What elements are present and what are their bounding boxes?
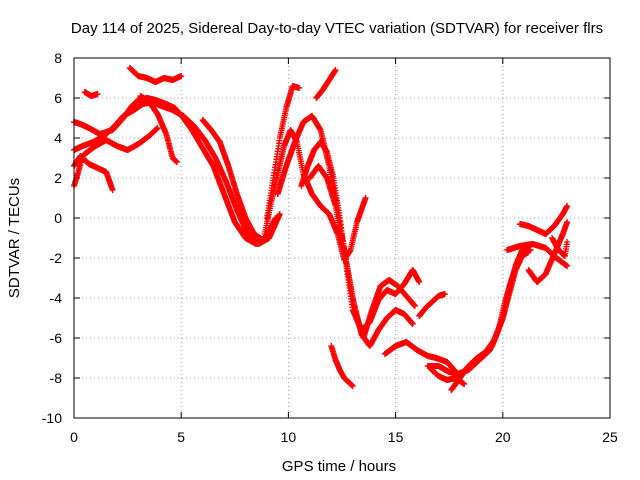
data-point (349, 383, 356, 389)
data-series (71, 65, 571, 393)
data-point (154, 125, 161, 131)
y-tick-label: -2 (50, 250, 63, 266)
series-track-18 (416, 291, 448, 319)
data-point (409, 321, 416, 327)
series-track-16 (328, 343, 356, 389)
y-tick-label: -6 (50, 330, 63, 346)
data-point (527, 247, 534, 253)
plot-frame (73, 57, 611, 419)
data-point (173, 159, 180, 165)
x-tick-label: 0 (70, 429, 78, 445)
data-point (109, 187, 116, 193)
y-tick-label: -8 (50, 370, 63, 386)
y-tick-label: -4 (50, 290, 63, 306)
data-point (411, 303, 418, 309)
data-point (178, 73, 185, 79)
x-tick-label: 25 (602, 429, 618, 445)
data-point (441, 291, 448, 297)
series-track-9 (199, 117, 275, 243)
series-track-23 (516, 203, 571, 237)
data-point (564, 203, 571, 209)
series-track-24 (504, 241, 571, 269)
data-point (276, 211, 283, 217)
data-point (564, 219, 571, 225)
series-track-12 (274, 113, 418, 341)
series-track-6 (81, 89, 101, 99)
x-tick-label: 5 (177, 429, 185, 445)
data-point (564, 239, 571, 245)
chart-title: Day 114 of 2025, Sidereal Day-to-day VTE… (71, 20, 603, 37)
series-track-15 (313, 67, 339, 101)
data-point (564, 263, 571, 269)
data-point (268, 227, 275, 233)
series-track-8 (137, 93, 180, 165)
series-track-10 (261, 127, 369, 263)
y-tick-label: 8 (54, 50, 62, 66)
x-tick-label: 10 (281, 429, 297, 445)
series-track-7 (126, 65, 185, 85)
series-track-26 (549, 235, 571, 259)
data-point (296, 85, 303, 91)
x-tick-label: 15 (388, 429, 404, 445)
data-point (362, 195, 369, 201)
x-tick-label: 20 (495, 429, 511, 445)
series-track-11 (263, 83, 303, 221)
data-point (332, 67, 339, 73)
y-axis-label: SDTVAR / TECUs (6, 178, 23, 298)
y-tick-label: -10 (42, 410, 62, 426)
data-point (79, 153, 86, 159)
data-point (416, 279, 423, 285)
series-track-14 (306, 163, 416, 349)
series-track-2 (71, 99, 283, 247)
data-point (94, 91, 101, 97)
x-axis-label: GPS time / hours (282, 458, 396, 475)
y-tick-label: 2 (54, 170, 62, 186)
y-tick-label: 0 (54, 210, 62, 226)
series-track-19 (426, 365, 468, 387)
series-track-22 (478, 247, 534, 361)
y-tick-label: 4 (54, 130, 62, 146)
data-point (461, 381, 468, 387)
y-tick-label: 6 (54, 90, 62, 106)
